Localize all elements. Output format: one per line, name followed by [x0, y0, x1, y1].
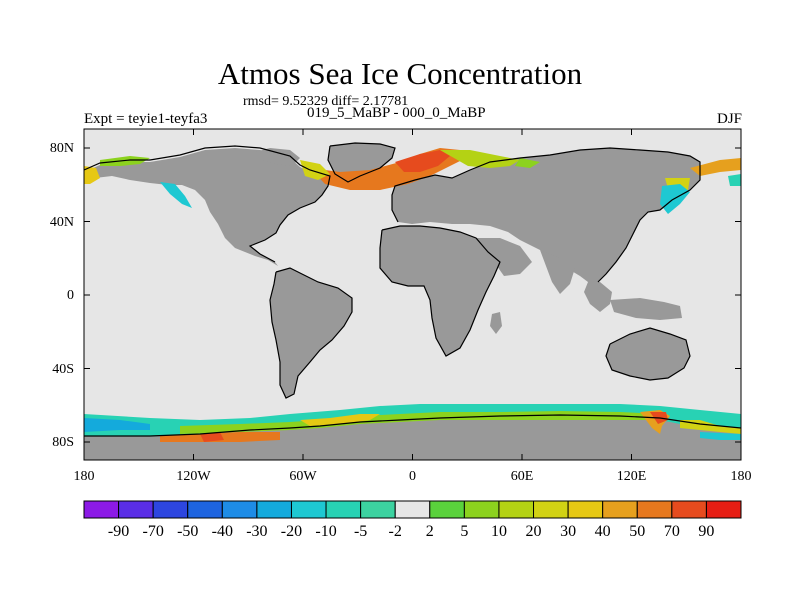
landmass-indonesia	[610, 298, 682, 320]
colorbar-box	[221, 500, 258, 519]
colorbar-label: -70	[142, 523, 163, 540]
ice-anomaly-patch	[160, 182, 192, 208]
colorbar-label: 30	[560, 523, 576, 540]
ice-anomaly-patch	[300, 160, 330, 180]
colorbar-box	[671, 500, 707, 519]
ice-anomaly-patch	[728, 174, 741, 186]
landmass-eurasia	[392, 148, 700, 282]
x-axis-labels: 180 120W 60W 0 60E 120E 180	[74, 469, 752, 484]
colorbar-label: -5	[354, 523, 367, 540]
ice-difference-field	[84, 148, 741, 442]
colorbar-label: -20	[281, 523, 302, 540]
season-label: DJF	[716, 111, 742, 127]
coastline-south-america	[269, 267, 353, 399]
colorbar-label: 5	[460, 523, 468, 540]
colorbar-label: -40	[212, 523, 233, 540]
x-tick-label: 180	[74, 469, 95, 484]
chart-title: Atmos Sea Ice Concentration	[217, 56, 583, 91]
coastline-greenland	[327, 142, 396, 183]
y-axis-labels: 80N 40N 0 40S 80S	[50, 141, 74, 450]
colorbar-box	[463, 500, 500, 519]
stats-label: rmsd= 9.52329 diff= 2.17781	[243, 94, 409, 109]
colorbar-label: -10	[315, 523, 336, 540]
colorbar-box	[325, 500, 362, 519]
colorbar-boxes	[83, 500, 742, 519]
colorbar: -90 -70 -50 -40 -30 -20 -10 -5 -2 2 5 10 20 30 40 50 70 9…	[83, 500, 742, 540]
coastline-australia	[605, 327, 691, 381]
ice-anomaly-patch	[84, 418, 150, 432]
map-plot-area	[84, 129, 741, 460]
landmass-india	[540, 250, 575, 294]
ice-anomaly-patch	[300, 414, 380, 426]
y-tick-label: 80S	[52, 435, 74, 450]
colorbar-box	[83, 500, 120, 519]
chart-subtitle: 019_5_MaBP - 000_0_MaBP	[307, 105, 486, 121]
ice-anomaly-patch	[200, 432, 224, 442]
ice-anomaly-patch	[84, 166, 100, 184]
y-tick-label: 80N	[50, 141, 74, 156]
landmass-madagascar	[490, 312, 502, 334]
y-tick-label: 0	[67, 288, 74, 303]
colorbar-label: 50	[629, 523, 645, 540]
x-tick-label: 60W	[289, 469, 317, 484]
colorbar-label: -2	[389, 523, 402, 540]
x-tick-label: 120E	[617, 469, 647, 484]
colorbar-box	[705, 500, 742, 519]
colorbar-box	[187, 500, 223, 519]
landmass-arctic-islands	[255, 148, 300, 166]
experiment-label: Expt = teyie1-teyfa3	[84, 111, 208, 127]
colorbar-labels: -90 -70 -50 -40 -30 -20 -10 -5 -2 2 5 10 20 30 40 50 70 9…	[108, 523, 715, 540]
colorbar-label: -90	[108, 523, 129, 540]
coastlines	[84, 142, 741, 437]
land-mask	[84, 143, 741, 460]
colorbar-label: 40	[595, 523, 611, 540]
colorbar-label: 90	[698, 523, 714, 540]
coastline-africa	[379, 225, 501, 357]
ice-anomaly-patch	[395, 150, 450, 172]
colorbar-box	[498, 500, 535, 519]
colorbar-box	[602, 500, 638, 519]
ice-anomaly-patch	[515, 158, 540, 168]
y-tick-label: 40N	[50, 215, 74, 230]
ice-anomaly-patch	[180, 411, 660, 434]
coastline-antarctica	[84, 414, 741, 437]
y-tick-label: 40S	[52, 362, 74, 377]
ice-anomaly-patch	[690, 158, 741, 176]
colorbar-box	[360, 500, 396, 519]
colorbar-label: -30	[246, 523, 267, 540]
colorbar-box	[636, 500, 673, 519]
colorbar-label: 20	[526, 523, 542, 540]
landmass-australia	[606, 328, 690, 380]
x-tick-label: 180	[731, 469, 752, 484]
axis-ticks	[83, 129, 742, 460]
ice-anomaly-patch	[440, 150, 520, 168]
landmass-arabia	[476, 238, 532, 276]
landmass-southeast-asia	[584, 282, 612, 312]
colorbar-box	[290, 500, 327, 519]
colorbar-box	[429, 500, 465, 519]
colorbar-label: 2	[426, 523, 434, 540]
colorbar-box	[567, 500, 604, 519]
coastline-north-america	[84, 145, 331, 263]
landmass-north-america	[84, 148, 330, 266]
landmass-antarctica	[84, 411, 741, 460]
landmass-south-america	[270, 268, 352, 398]
ice-anomaly-patch	[700, 432, 741, 440]
x-tick-label: 120W	[176, 469, 211, 484]
colorbar-box	[533, 500, 569, 519]
colorbar-box	[256, 500, 292, 519]
x-tick-label: 60E	[511, 469, 534, 484]
coastline-eurasia	[391, 147, 701, 283]
colorbar-label: -50	[177, 523, 198, 540]
landmass-africa	[380, 226, 500, 356]
colorbar-box	[152, 500, 189, 519]
colorbar-label: 10	[491, 523, 507, 540]
colorbar-box	[118, 500, 154, 519]
colorbar-label: 70	[664, 523, 680, 540]
x-tick-label: 0	[409, 469, 416, 484]
colorbar-box	[394, 500, 431, 519]
